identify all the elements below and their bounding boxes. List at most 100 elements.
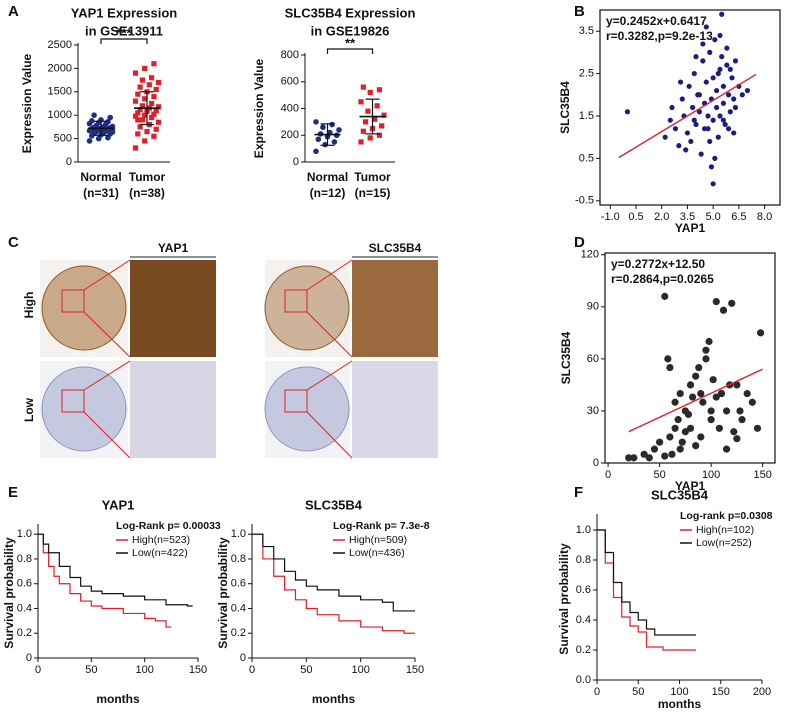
data-point: [719, 54, 725, 60]
data-point: [738, 416, 746, 424]
data-point: [753, 424, 762, 432]
x-tick-label: 150: [406, 664, 424, 676]
stats: r=0.3282,p=9.2e-13: [606, 29, 713, 43]
data-point: [139, 77, 145, 83]
x-tick-label: 5.0: [705, 211, 720, 223]
chart-title: YAP1: [102, 497, 135, 512]
data-point: [624, 109, 631, 115]
y-axis-label: Survival probability: [557, 543, 571, 655]
data-point: [142, 112, 148, 118]
data-point: [132, 70, 139, 76]
x-tick-label: 0: [249, 664, 255, 676]
y-tick-label: 0.4: [576, 614, 591, 626]
stats: r=0.2864,p=0.0265: [611, 272, 714, 286]
data-point: [671, 398, 679, 406]
data-point: [676, 445, 684, 453]
legend-label: High(n=102): [696, 524, 754, 536]
data-point: [668, 450, 676, 458]
data-point: [715, 134, 721, 140]
data-point: [720, 83, 727, 89]
column-header: YAP1: [158, 241, 189, 255]
y-tick-label: 1500: [48, 86, 72, 98]
x-tick-label: 3.5: [680, 211, 695, 223]
data-point: [696, 109, 703, 115]
y-tick-label: 500: [54, 133, 72, 145]
data-point: [358, 99, 364, 105]
data-point: [149, 114, 155, 121]
data-point: [322, 141, 329, 148]
data-point: [722, 445, 731, 453]
chart-title: SLC35B4: [651, 487, 709, 502]
y-tick-label: 0: [593, 457, 599, 469]
data-point: [699, 398, 707, 406]
data-point: [137, 84, 143, 90]
data-point: [692, 372, 700, 380]
category-label: Tumor: [129, 170, 166, 184]
data-point: [151, 133, 157, 139]
significance-bracket: [326, 48, 374, 54]
data-point: [689, 104, 696, 111]
tissue-zoom: [130, 361, 216, 458]
y-tick-label: 1000: [48, 109, 72, 121]
x-tick-label: 0: [594, 686, 600, 698]
data-point: [731, 130, 737, 136]
data-point: [671, 424, 679, 432]
data-point: [732, 104, 739, 111]
data-point: [100, 128, 107, 135]
category-count: (n=31): [83, 186, 119, 200]
survival-curve: [252, 533, 415, 634]
data-point: [151, 93, 157, 100]
data-point: [710, 117, 716, 123]
x-tick-label: 200: [753, 686, 771, 698]
data-point: [86, 138, 93, 144]
data-point: [725, 126, 732, 132]
annotation: Log-rank p=0.0308: [680, 510, 773, 522]
data-point: [719, 11, 725, 17]
category-label: Normal: [307, 170, 348, 184]
data-point: [664, 355, 672, 363]
data-point: [132, 113, 139, 119]
column-header: SLC35B4: [369, 241, 422, 255]
x-axis-label: months: [96, 692, 140, 706]
data-point: [696, 92, 703, 98]
data-point: [707, 138, 713, 145]
data-point: [376, 87, 382, 93]
data-point: [144, 128, 150, 135]
data-point: [153, 126, 159, 132]
data-point: [712, 297, 720, 306]
legend-label: High(n=523): [132, 534, 190, 546]
y-axis-label: Survival probability: [216, 537, 230, 649]
data-point: [666, 433, 674, 441]
panel-label: E: [8, 484, 18, 501]
x-tick-label: 8.0: [757, 211, 772, 223]
panel-label: F: [574, 484, 583, 501]
y-tick-label: 1.5: [579, 110, 594, 122]
data-point: [142, 96, 148, 102]
data-point: [669, 104, 675, 111]
data-point: [381, 112, 387, 118]
data-point: [672, 126, 679, 132]
data-point: [363, 119, 369, 125]
x-axis-label: YAP1: [675, 221, 706, 235]
y-tick-label: 0.4: [231, 602, 246, 614]
data-point: [684, 410, 693, 419]
data-point: [695, 363, 703, 372]
data-point: [656, 438, 664, 446]
y-tick-label: 30: [587, 405, 599, 417]
data-point: [336, 127, 342, 133]
y-axis-label: Expression Value: [252, 58, 266, 158]
data-point: [727, 109, 733, 115]
y-tick-label: 3.5: [579, 25, 594, 37]
data-point: [719, 306, 728, 314]
data-point: [712, 37, 718, 43]
tissue-zoom: [130, 260, 216, 357]
data-point: [151, 61, 157, 67]
data-point: [739, 92, 745, 98]
data-point: [713, 87, 720, 94]
y-tick-label: 2500: [48, 39, 72, 51]
x-tick-label: 50: [653, 469, 665, 481]
data-point: [135, 91, 141, 97]
x-tick-label: 0: [35, 664, 41, 676]
data-point: [700, 41, 706, 47]
data-point: [748, 398, 756, 406]
